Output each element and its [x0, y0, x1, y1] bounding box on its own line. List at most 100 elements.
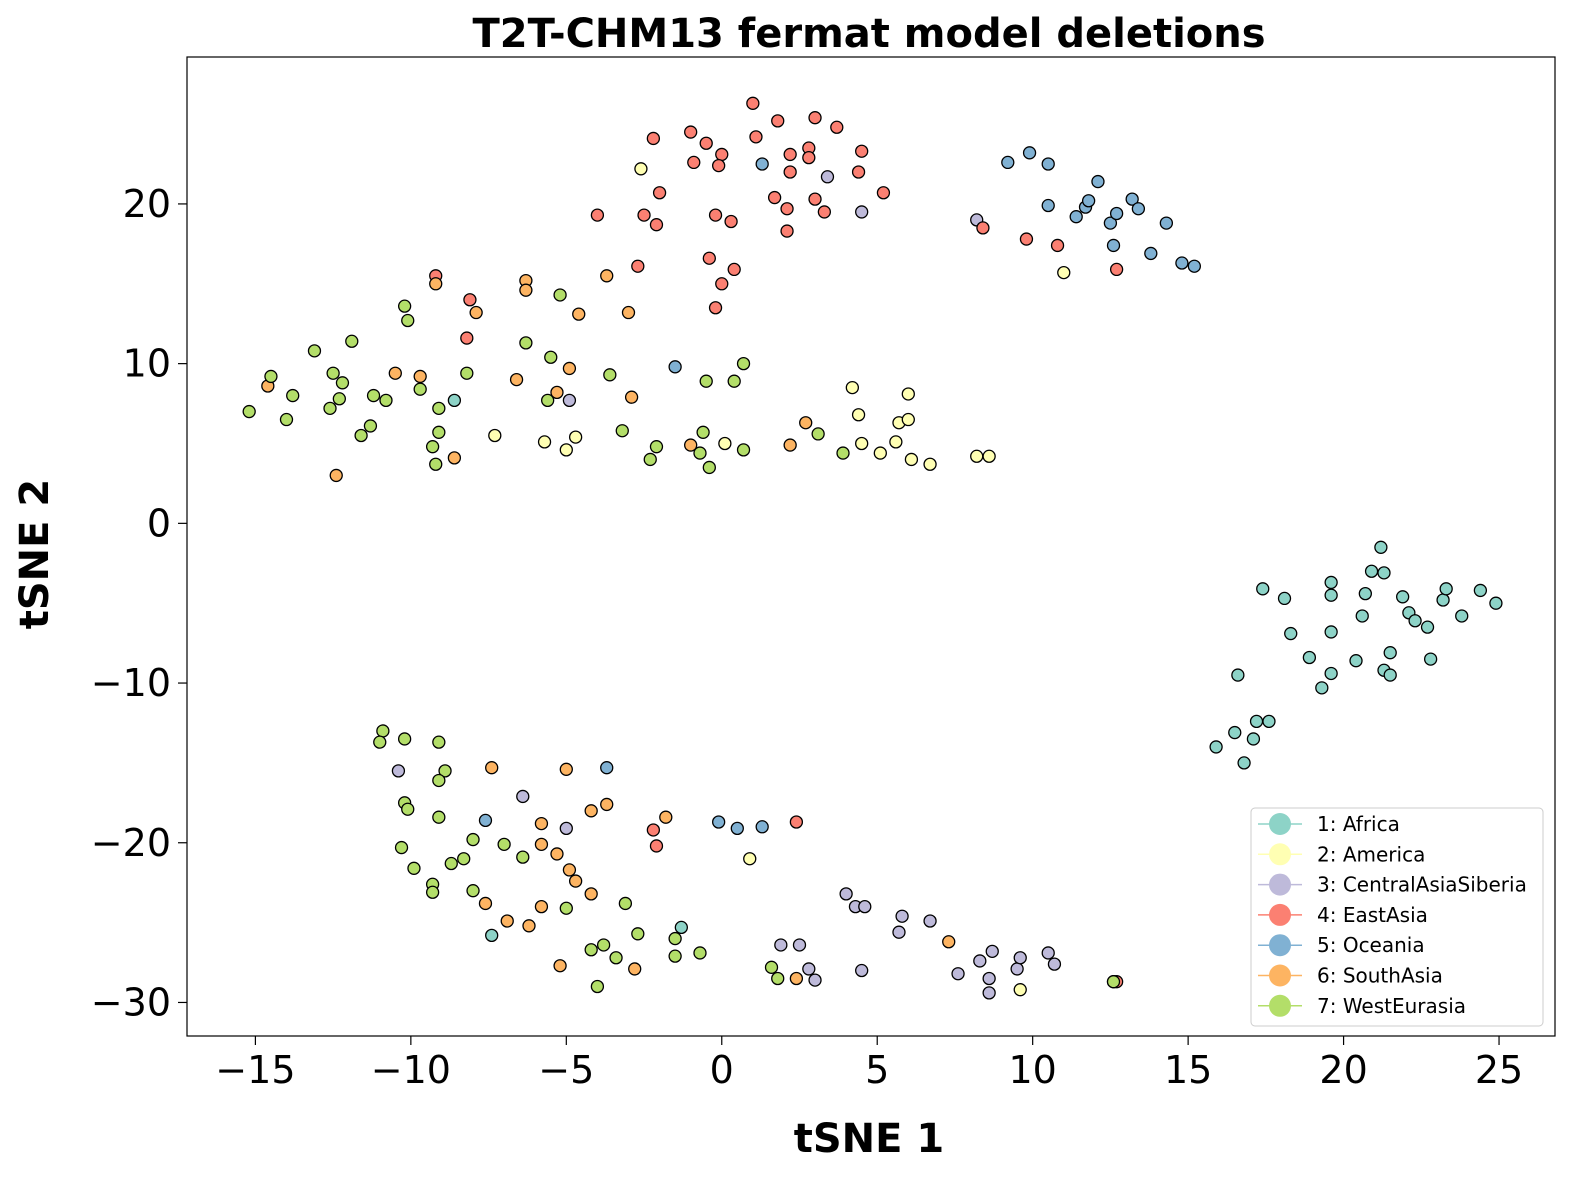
data-point	[432, 401, 446, 416]
data-point	[242, 404, 256, 419]
data-point	[1109, 262, 1124, 277]
data-point	[550, 385, 564, 400]
data-point	[516, 850, 530, 864]
data-point	[1420, 620, 1435, 634]
data-point	[1302, 650, 1317, 665]
data-point	[432, 810, 446, 824]
data-point	[727, 374, 741, 388]
data-point	[851, 165, 866, 179]
data-point	[1237, 756, 1251, 770]
data-point	[388, 366, 402, 380]
data-point	[792, 938, 807, 952]
data-point	[488, 428, 502, 443]
legend-marker	[1269, 964, 1291, 987]
data-point	[985, 944, 999, 959]
data-point	[628, 962, 642, 976]
x-tick-label: 20	[1319, 1048, 1367, 1092]
data-point	[463, 293, 477, 307]
data-point	[1131, 202, 1146, 216]
data-point	[429, 457, 443, 471]
data-point	[1377, 566, 1391, 580]
data-point	[802, 150, 816, 165]
legend-box	[1250, 807, 1544, 1027]
data-point	[460, 366, 474, 380]
data-point	[1041, 157, 1055, 171]
legend-marker	[1269, 873, 1291, 896]
data-point	[702, 251, 716, 265]
data-point	[432, 773, 446, 788]
data-point	[724, 214, 738, 229]
data-point	[652, 186, 667, 200]
data-point	[1324, 588, 1338, 602]
data-point	[1187, 259, 1201, 273]
data-point	[1022, 146, 1037, 160]
data-point	[485, 928, 499, 943]
data-point	[379, 393, 393, 408]
data-point	[550, 847, 564, 861]
data-point	[584, 804, 598, 818]
data-point	[590, 979, 605, 994]
data-point	[855, 963, 869, 978]
data-point	[1106, 975, 1121, 989]
data-point	[634, 162, 648, 176]
data-point	[335, 376, 350, 390]
data-point	[1010, 962, 1024, 976]
data-point	[892, 925, 906, 939]
data-point	[615, 424, 629, 438]
data-point	[1383, 646, 1397, 660]
data-point	[783, 165, 797, 179]
data-point	[730, 821, 744, 836]
data-point	[736, 443, 751, 457]
data-point	[708, 301, 723, 315]
data-point	[624, 390, 639, 404]
data-point	[808, 111, 822, 125]
y-axis: −30 −20 −10 0 10 20	[91, 182, 187, 1024]
data-point	[1041, 198, 1055, 213]
data-point	[982, 986, 996, 1000]
data-point	[771, 114, 785, 128]
series-7	[242, 288, 1121, 994]
data-point	[522, 919, 536, 933]
data-point	[1144, 246, 1158, 261]
x-tick-label: 10	[1008, 1048, 1056, 1092]
data-point	[1228, 725, 1242, 740]
data-point	[537, 435, 552, 449]
data-point	[755, 157, 769, 171]
data-point	[895, 909, 909, 923]
data-point	[631, 927, 645, 941]
data-point	[855, 144, 869, 158]
data-point	[429, 277, 443, 291]
data-point	[1109, 206, 1124, 221]
data-point	[712, 158, 726, 173]
data-point	[693, 446, 707, 460]
data-point	[329, 468, 343, 483]
data-point	[923, 457, 937, 471]
data-point	[808, 192, 822, 206]
data-point	[485, 761, 499, 775]
data-point	[600, 761, 614, 775]
y-axis-label: tSNE 2	[12, 479, 58, 630]
data-point	[771, 971, 785, 986]
data-points	[242, 96, 1503, 1000]
data-point	[668, 360, 682, 374]
data-point	[783, 438, 797, 452]
data-point	[1175, 256, 1189, 270]
data-point	[631, 259, 645, 273]
data-point	[603, 368, 617, 382]
data-point	[401, 802, 415, 816]
data-point	[534, 816, 549, 831]
data-point	[590, 208, 605, 222]
data-point	[413, 382, 427, 396]
data-point	[562, 393, 577, 408]
data-point	[1249, 714, 1264, 729]
series-2	[488, 162, 1071, 997]
y-tick-label: 10	[123, 342, 171, 386]
data-point	[712, 815, 726, 829]
data-point	[584, 887, 598, 901]
data-point	[830, 120, 844, 134]
data-point	[279, 412, 294, 427]
data-point	[718, 436, 732, 451]
legend: 1: Africa 2: America 3: CentralAsiaSiberia…	[1250, 807, 1544, 1027]
data-point	[1262, 714, 1276, 729]
data-point	[447, 393, 462, 408]
